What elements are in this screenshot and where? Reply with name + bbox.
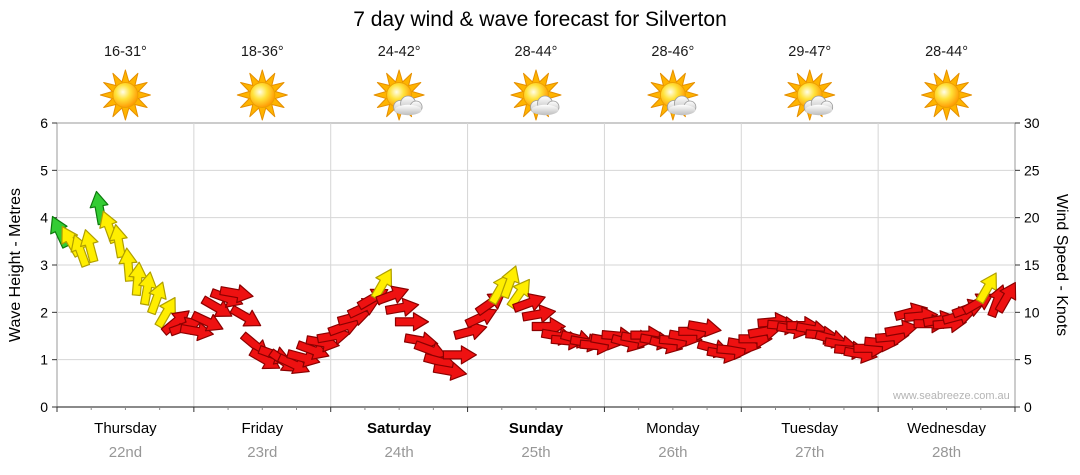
day-name: Thursday — [94, 420, 157, 437]
wind-arrow — [384, 297, 420, 317]
wind-arrow — [994, 281, 1017, 314]
chart-title: 7 day wind & wave forecast for Silverton — [353, 8, 727, 31]
day-date: 22nd — [108, 444, 143, 461]
wind-arrow — [295, 340, 330, 360]
cloud-icon — [393, 95, 423, 116]
temp-label: 28-44° — [925, 44, 968, 60]
wind-arrow — [128, 261, 148, 297]
temp-label: 18-36° — [240, 44, 284, 60]
day-name: Friday — [241, 420, 284, 437]
cloud-icon — [667, 95, 697, 116]
wind-arrow — [179, 322, 214, 342]
wind-arrow — [229, 305, 262, 327]
wind-arrow — [154, 296, 176, 329]
wind-arrow — [512, 293, 546, 313]
wind-arrow — [375, 285, 409, 306]
cloud-icon — [803, 95, 834, 116]
day-name: Monday — [646, 420, 700, 437]
sun-icon — [921, 69, 973, 121]
wind-arrow — [687, 318, 722, 338]
wind-arrow — [521, 304, 557, 324]
knots-tick-label: 5 — [1024, 352, 1032, 368]
wind-arrow — [147, 281, 167, 316]
wind-arrow — [394, 312, 430, 332]
sun-icon — [236, 69, 288, 121]
wave-tick-label: 6 — [40, 115, 48, 131]
sun-cloud-icon — [784, 69, 836, 121]
temp-label: 24-42° — [377, 44, 421, 60]
wave-tick-label: 1 — [40, 352, 48, 368]
wave-tick-label: 3 — [40, 257, 48, 273]
knots-tick-label: 10 — [1024, 304, 1040, 320]
sun-icon — [99, 69, 151, 121]
temp-label: 28-44° — [514, 44, 558, 60]
wave-tick-label: 4 — [40, 210, 48, 226]
sun-cloud-icon — [647, 69, 699, 121]
knots-tick-label: 20 — [1024, 210, 1040, 226]
day-date: 28th — [931, 444, 962, 461]
day-name: Tuesday — [781, 420, 839, 437]
wind-arrow — [219, 284, 254, 304]
wind-arrows — [50, 190, 1017, 381]
wind-arrow — [200, 295, 233, 317]
wind-arrow — [190, 310, 224, 332]
wave-tick-label: 5 — [40, 162, 48, 178]
wind-arrow — [432, 361, 468, 381]
day-date: 27th — [795, 444, 825, 461]
wind-arrow — [884, 319, 919, 339]
day-date: 25th — [521, 444, 551, 461]
knots-tick-label: 25 — [1024, 162, 1040, 178]
knots-tick-label: 30 — [1024, 115, 1040, 131]
wind-arrow — [975, 272, 997, 305]
day-date: 24th — [384, 444, 414, 461]
wind-arrow — [500, 265, 520, 300]
temp-label: 28-46° — [651, 44, 695, 60]
knots-tick-label: 0 — [1024, 399, 1032, 415]
axis-ticks: 0 1 2 3 4 5 6 0 5 10 15 20 25 30 — [40, 115, 1040, 415]
wind-arrow — [79, 229, 99, 264]
day-date: 23rd — [247, 444, 278, 461]
wave-tick-label: 0 — [40, 399, 48, 415]
grid — [56, 122, 1016, 408]
day-name: Wednesday — [907, 420, 987, 437]
sun-cloud-icon — [373, 69, 425, 121]
wave-tick-label: 2 — [40, 304, 48, 320]
wind-arrow — [442, 345, 477, 365]
sun-cloud-icon — [510, 69, 562, 121]
watermark: www.seabreeze.com.au — [893, 390, 1010, 402]
wind-arrow — [531, 316, 566, 337]
cloud-icon — [530, 95, 560, 116]
day-date: 26th — [658, 444, 688, 461]
temp-label: 16-31° — [103, 44, 147, 60]
day-name: Sunday — [508, 420, 564, 437]
wind-arrow — [138, 271, 158, 306]
temp-label: 29-47° — [788, 44, 832, 60]
day-name: Saturday — [367, 420, 432, 437]
knots-tick-label: 15 — [1024, 257, 1040, 273]
wind-arrow — [70, 234, 91, 268]
